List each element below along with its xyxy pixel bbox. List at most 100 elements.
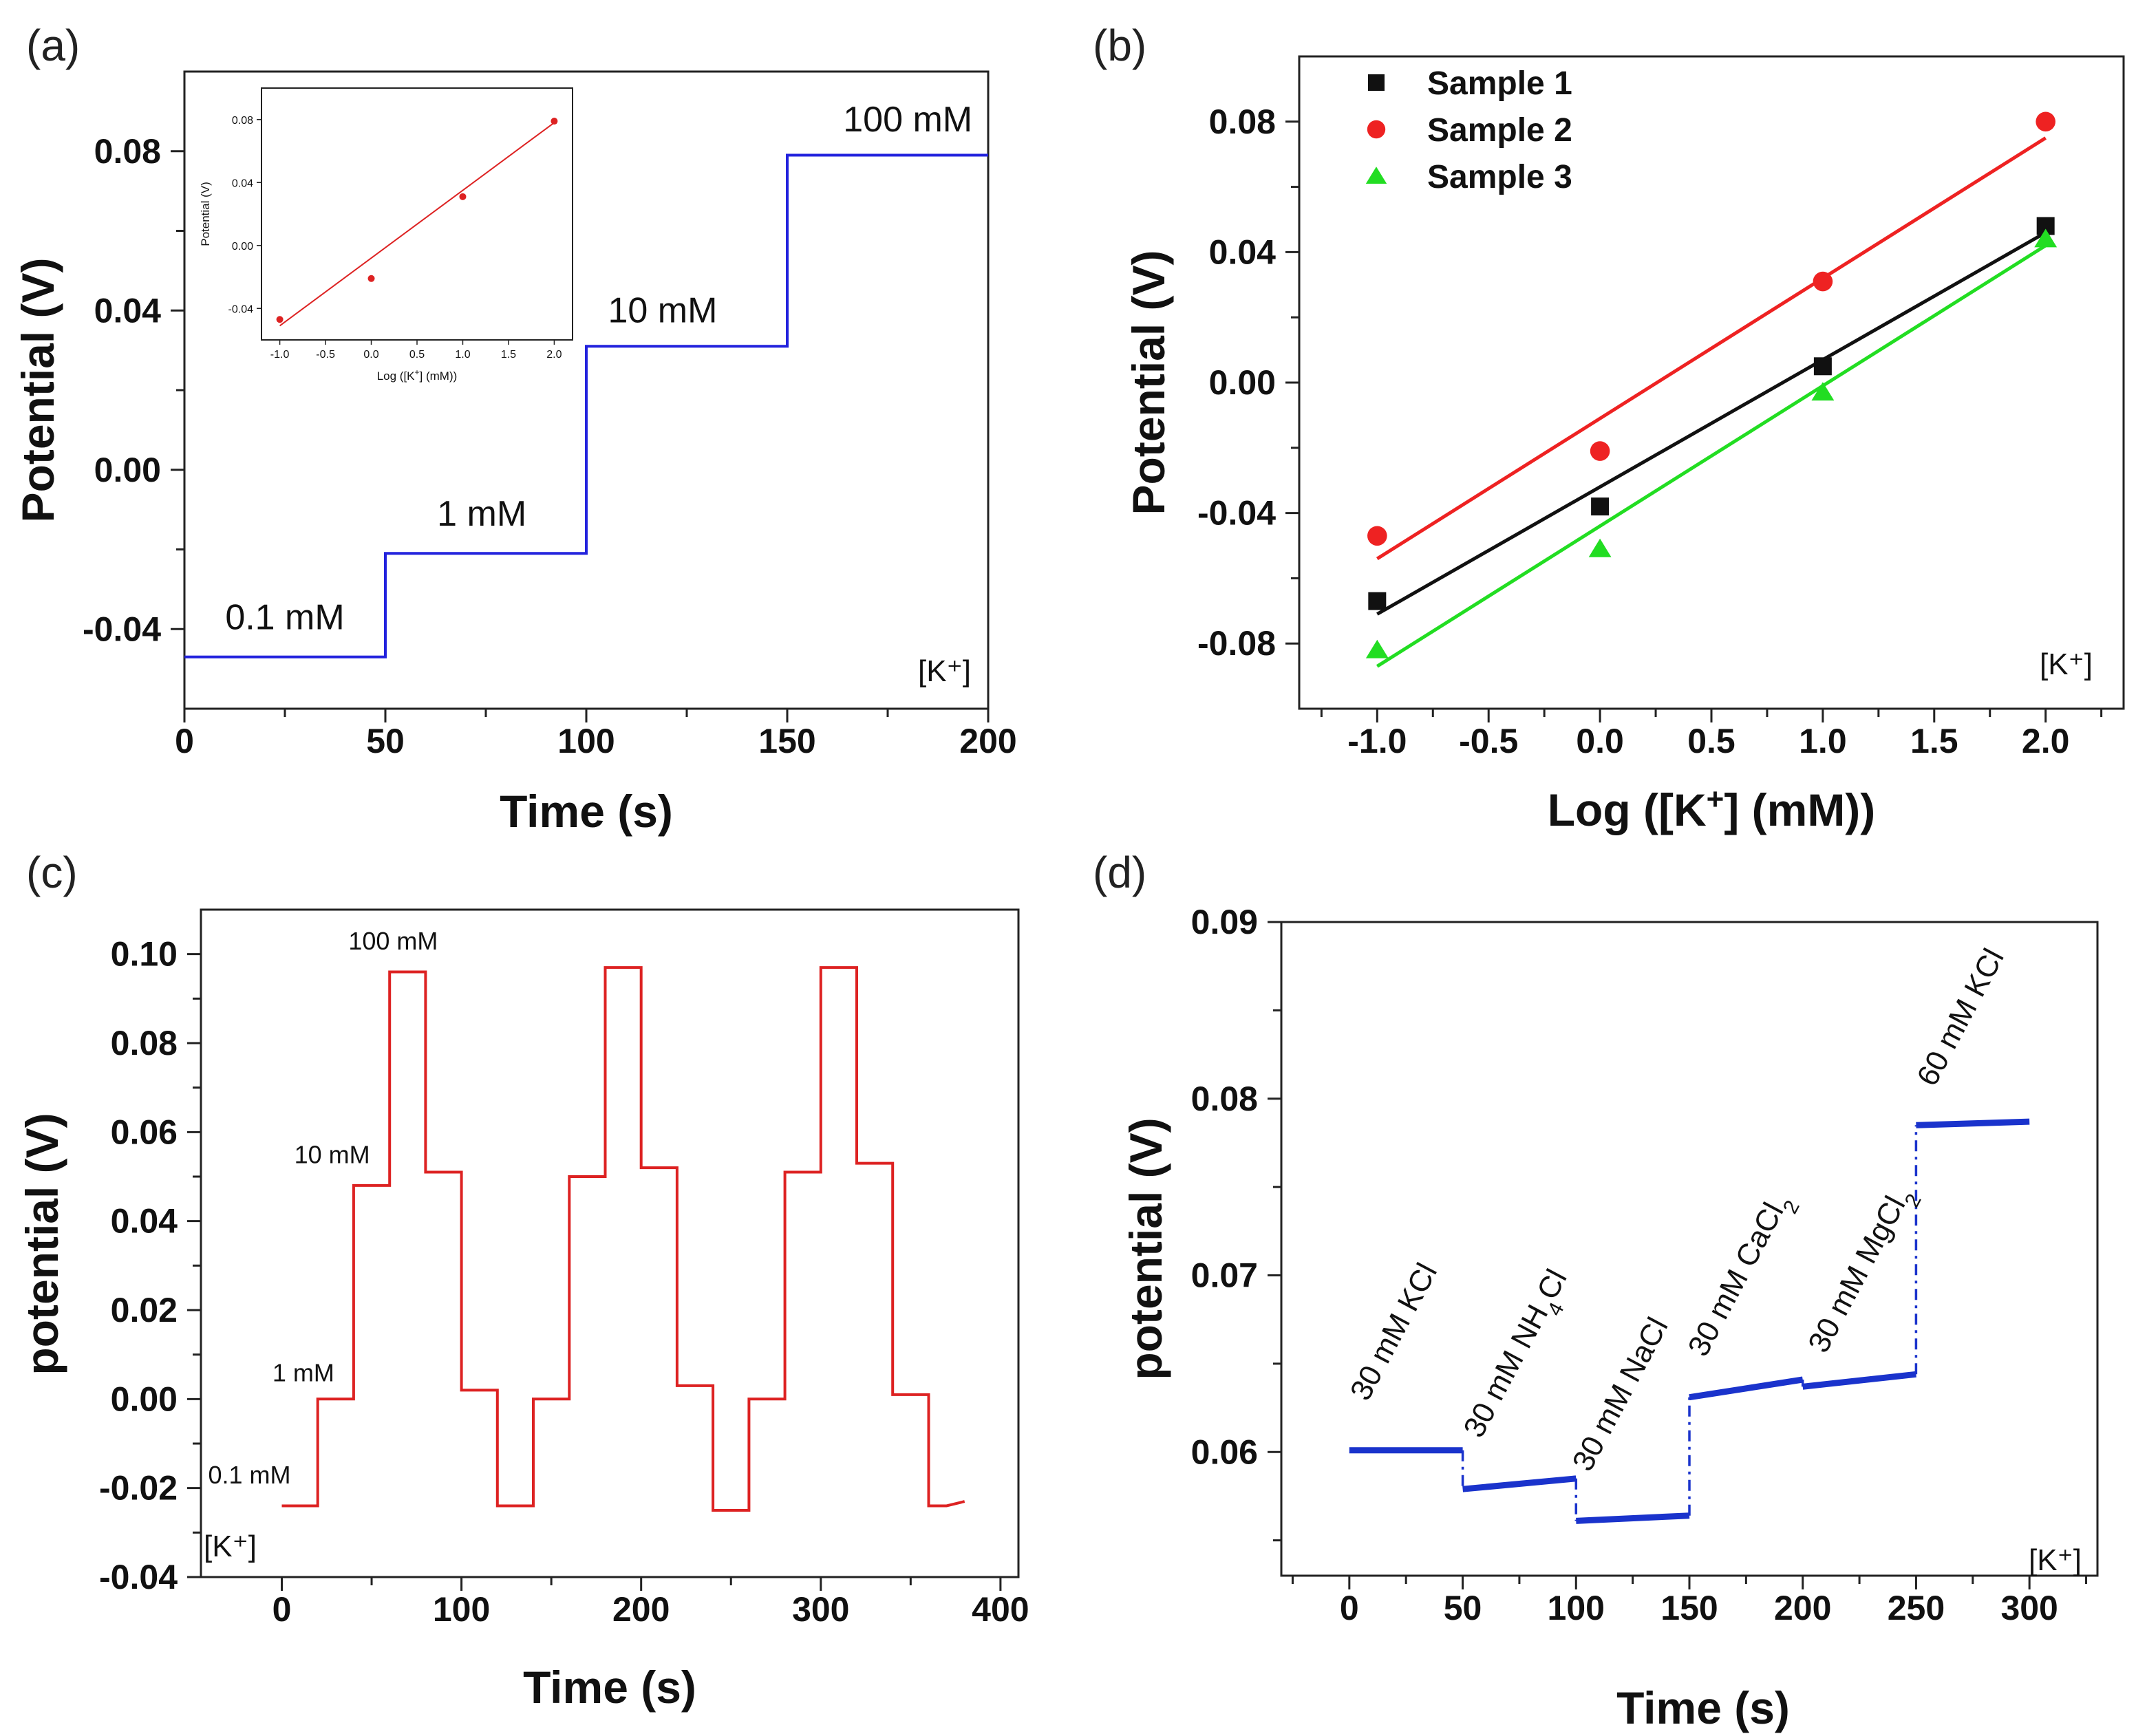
panel-a-label: (a) bbox=[26, 21, 80, 70]
x-tick-label: 0.0 bbox=[1576, 722, 1624, 760]
solution-label-3: 30 mM NaCl bbox=[1566, 1312, 1675, 1477]
panel-a-y-title: Potential (V) bbox=[12, 257, 63, 522]
x-tick-label: 200 bbox=[959, 722, 1016, 760]
inset-x-axis: -1.0 -0.5 0.0 0.5 1.0 1.5 2.0 bbox=[270, 340, 562, 361]
solution-label-5: 30 mM MgCl2 bbox=[1802, 1181, 1925, 1362]
data-point-sample-1 bbox=[1368, 592, 1387, 610]
panel-c-series bbox=[281, 966, 965, 1512]
y-tick-label: 0.02 bbox=[111, 1291, 178, 1329]
x-tick-label: 100 bbox=[557, 722, 615, 760]
step-label-1-mM: 1 mM bbox=[437, 494, 526, 534]
inset-data-point bbox=[276, 316, 284, 323]
x-tick-label: 200 bbox=[1774, 1589, 1831, 1627]
y-tick-label: 0.06 bbox=[1191, 1433, 1258, 1471]
x-tick-label: 2.0 bbox=[546, 349, 562, 361]
series-line-potential bbox=[184, 153, 988, 658]
y-tick-label: 0.07 bbox=[1191, 1256, 1258, 1295]
panel-b-y-title: Potential (V) bbox=[1123, 250, 1174, 515]
x-tick-label: 0 bbox=[1340, 1589, 1359, 1627]
data-point-sample-2 bbox=[1367, 526, 1387, 546]
step-label-0: 0.1 mM bbox=[208, 1461, 290, 1489]
y-tick-label: 0.08 bbox=[232, 115, 253, 127]
series-line-potential bbox=[281, 966, 965, 1512]
data-point-sample-1 bbox=[1591, 497, 1610, 516]
y-tick-label: 0.08 bbox=[111, 1024, 178, 1062]
panel-c-label: (c) bbox=[26, 848, 78, 897]
step-label-1: 1 mM bbox=[273, 1358, 334, 1386]
data-point-sample-2 bbox=[1813, 271, 1833, 292]
legend-label-sample-2: Sample 2 bbox=[1427, 112, 1572, 149]
step-label-100-mM: 100 mM bbox=[843, 100, 972, 140]
panel-b: (b) -1.0 -0.5 0.0 0.5 1.0 1.5 2.0 -0.08 -0.04 0.… bbox=[1093, 21, 2125, 836]
y-tick-label: -0.08 bbox=[1197, 624, 1276, 663]
inset-data-point bbox=[459, 193, 467, 200]
x-tick-label: 0.5 bbox=[409, 349, 425, 361]
y-tick-label: -0.04 bbox=[228, 303, 254, 315]
plateau-segment-3 bbox=[1576, 1512, 1690, 1524]
panel-a-x-title: Time (s) bbox=[500, 786, 673, 837]
legend-marker-sample-3 bbox=[1365, 167, 1387, 184]
x-tick-label: 200 bbox=[612, 1590, 670, 1629]
panel-c-y-axis: -0.04 -0.02 0.00 0.02 0.04 0.06 0.08 0.10 bbox=[99, 935, 201, 1596]
panel-a-inset: -1.0 -0.5 0.0 0.5 1.0 1.5 2.0 -0.04 0.00 0.04 0.0… bbox=[199, 87, 573, 383]
y-tick-label: 0.04 bbox=[1209, 233, 1277, 271]
panel-d-corner-label: [K⁺] bbox=[2029, 1543, 2082, 1577]
panel-b-series bbox=[1365, 111, 2058, 668]
data-point-sample-2 bbox=[1590, 441, 1610, 461]
y-tick-label: 0.08 bbox=[1191, 1080, 1258, 1118]
x-tick-label: 1.5 bbox=[501, 349, 516, 361]
panel-b-x-title: Log ([K+] (mM)) bbox=[1548, 782, 1876, 836]
step-label-10-mM: 10 mM bbox=[608, 291, 717, 331]
legend-label-sample-1: Sample 1 bbox=[1427, 65, 1572, 102]
y-tick-label: -0.04 bbox=[1197, 494, 1276, 533]
inset-frame bbox=[261, 87, 573, 341]
solution-label-2: 30 mM NH4Cl bbox=[1457, 1264, 1581, 1447]
fit-line-sample-3 bbox=[1376, 244, 2047, 668]
x-tick-label: 1.5 bbox=[1910, 722, 1958, 760]
data-point-sample-3 bbox=[1811, 382, 1835, 401]
inset-data-point bbox=[367, 275, 375, 282]
x-tick-label: 100 bbox=[433, 1590, 490, 1629]
x-tick-label: 2.0 bbox=[2022, 722, 2070, 760]
legend-marker-sample-2 bbox=[1367, 120, 1386, 139]
y-tick-label: 0.00 bbox=[1209, 363, 1276, 402]
y-tick-label: 0.04 bbox=[111, 1202, 178, 1241]
solution-label-6: 60 mM KCl bbox=[1910, 943, 2010, 1091]
x-tick-label: 300 bbox=[2000, 1589, 2058, 1627]
panel-b-legend: Sample 1 Sample 2 Sample 3 bbox=[1365, 65, 1572, 195]
panel-c-x-title: Time (s) bbox=[523, 1662, 696, 1713]
data-point-sample-2 bbox=[2036, 111, 2055, 132]
panel-c-y-title: potential (V) bbox=[17, 1113, 67, 1375]
x-tick-label: 1.0 bbox=[455, 349, 470, 361]
panel-d-y-axis: 0.06 0.07 0.08 0.09 bbox=[1191, 903, 1281, 1542]
inset-x-title: Log ([K+] (mM)) bbox=[377, 367, 458, 383]
solution-label-4: 30 mM CaCl2 bbox=[1682, 1187, 1804, 1366]
panel-b-plot-frame bbox=[1298, 55, 2125, 710]
plateau-segment-5 bbox=[1802, 1371, 1916, 1390]
panel-a-corner-label: [K⁺] bbox=[918, 654, 971, 688]
x-tick-label: -0.5 bbox=[1459, 722, 1518, 760]
x-tick-label: 1.0 bbox=[1799, 722, 1847, 760]
inset-y-axis: -0.04 0.00 0.04 0.08 bbox=[228, 115, 261, 315]
plateau-segment-4 bbox=[1689, 1376, 1804, 1401]
panel-c-plot-frame bbox=[200, 908, 1020, 1578]
x-tick-label: 0.5 bbox=[1687, 722, 1735, 760]
plateau-segment-6 bbox=[1916, 1118, 2030, 1128]
panel-d-x-axis: 0 50 100 150 200 250 300 bbox=[1291, 1576, 2088, 1627]
panel-d: (d) 0 50 100 150 200 250 300 0.060.070.080.09 … bbox=[1093, 848, 2099, 1733]
data-point-sample-3 bbox=[1365, 639, 1389, 658]
panel-b-y-axis: -0.08 -0.04 0.00 0.04 0.08 bbox=[1197, 103, 1299, 663]
x-tick-label: 250 bbox=[1888, 1589, 1945, 1627]
y-tick-label: -0.04 bbox=[99, 1558, 178, 1596]
x-tick-label: 150 bbox=[1660, 1589, 1718, 1627]
panel-a: (a) 0 50 100 150 200 -0.04 0.00 0.04 0.08 0.1 m… bbox=[12, 21, 1017, 837]
x-tick-label: 0 bbox=[273, 1590, 292, 1629]
panel-b-x-axis: -1.0 -0.5 0.0 0.5 1.0 1.5 2.0 bbox=[1320, 709, 2103, 760]
y-tick-label: 0.00 bbox=[111, 1380, 178, 1418]
x-tick-label: -1.0 bbox=[1347, 722, 1407, 760]
panel-b-label: (b) bbox=[1093, 21, 1146, 70]
step-label-2: 10 mM bbox=[295, 1141, 370, 1169]
x-tick-label: 100 bbox=[1548, 1589, 1605, 1627]
legend-marker-sample-1 bbox=[1368, 74, 1385, 91]
